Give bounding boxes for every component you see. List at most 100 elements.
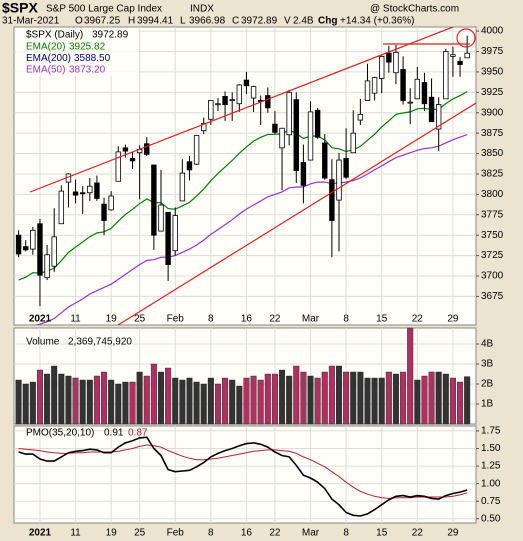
candle-body — [421, 82, 428, 105]
candle-body — [72, 191, 79, 196]
candle-body — [364, 80, 371, 101]
volume-bar — [36, 369, 43, 425]
volume-bar — [307, 375, 314, 425]
y-tick-label: 3875 — [481, 128, 504, 139]
lower-channel — [117, 102, 476, 325]
volume-bar — [207, 377, 214, 425]
highlight-circle — [456, 28, 476, 48]
volume-bar — [400, 371, 407, 425]
candles — [15, 35, 470, 307]
candle-body — [379, 55, 385, 79]
candle-body — [435, 104, 442, 130]
chg-label: Chg — [318, 16, 337, 27]
volume-bar — [464, 376, 471, 425]
volume-title: Volume — [26, 337, 60, 348]
volume-bar — [243, 377, 250, 425]
candle-body — [108, 195, 114, 211]
candle-body — [314, 109, 321, 138]
volume-bar — [65, 375, 72, 425]
candle-body — [23, 246, 29, 251]
candle-body — [428, 96, 435, 123]
candle-body — [208, 100, 214, 120]
x-tick-label: 15 — [376, 528, 388, 539]
candle-body — [386, 52, 392, 63]
y-tick-label: 1.00 — [481, 478, 501, 489]
volume-bar — [108, 379, 115, 425]
volume-bar — [364, 377, 371, 425]
volume-bar — [336, 365, 343, 425]
candle-body — [44, 254, 50, 279]
candle-body — [265, 95, 271, 109]
volume-bar — [293, 365, 300, 425]
c-label: C — [232, 16, 239, 27]
candle-body — [179, 172, 186, 202]
pmo-title: PMO(35,20,10) — [26, 428, 94, 439]
volume-bar — [442, 373, 449, 425]
volume-bar — [172, 377, 179, 425]
candle-body — [79, 192, 86, 195]
volume-bar — [414, 379, 421, 425]
x-tick-label: 2021 — [29, 528, 52, 539]
y-tick-label: 3925 — [481, 87, 504, 98]
candle-body — [293, 99, 299, 172]
date: 31-Mar-2021 — [2, 16, 60, 27]
candle-body — [400, 69, 406, 101]
volume-bar — [457, 381, 464, 425]
volume-bar — [122, 381, 129, 425]
volume-bar — [229, 379, 236, 425]
x-tick-label: Feb — [167, 528, 185, 539]
candle-body — [272, 123, 278, 133]
volume-bar — [200, 383, 207, 425]
volume-bar — [179, 379, 186, 425]
high-value: 3994.41 — [137, 16, 174, 27]
candle-body — [229, 99, 235, 102]
x-tick-label: 19 — [106, 528, 118, 539]
x-tick-label: Feb — [167, 314, 185, 325]
candle-body — [329, 179, 335, 221]
candle-body — [243, 79, 250, 87]
candle-body — [58, 190, 65, 225]
candle-body — [286, 91, 292, 136]
x-tick-label: 11 — [70, 528, 81, 539]
candle-body — [450, 54, 456, 57]
volume-bar — [286, 375, 293, 425]
x-tick-label: 29 — [447, 528, 459, 539]
candle-body — [414, 78, 421, 100]
candle-body — [279, 127, 285, 149]
candle-body — [343, 158, 349, 178]
volume-bar — [321, 371, 328, 425]
v-label: V — [284, 16, 291, 27]
y-tick-label: 3850 — [481, 148, 504, 159]
x-tick-label: 22 — [269, 528, 281, 539]
volume-bar — [115, 383, 122, 425]
y-tick-label: 2B — [481, 379, 494, 390]
candle-body — [193, 135, 200, 165]
annotations — [29, 27, 476, 325]
exchange: INDX — [190, 4, 214, 15]
candle-body — [407, 101, 413, 104]
l-label: L — [180, 16, 186, 27]
legend-value: 3588.50 — [74, 53, 111, 64]
volume-bar — [51, 365, 58, 425]
open-value: 3967.25 — [84, 16, 121, 27]
x-tick-label: 8 — [208, 314, 214, 325]
y-tick-label: 1B — [481, 399, 494, 410]
x-tick-label: 29 — [447, 314, 459, 325]
volume-bar — [22, 383, 29, 425]
x-tick-label: 8 — [343, 314, 349, 325]
close-value: 3972.89 — [241, 16, 278, 27]
candle-body — [250, 86, 257, 99]
volume-bar — [129, 381, 136, 425]
candle-body — [300, 162, 307, 186]
volume-bar — [449, 377, 456, 425]
volume-bar — [428, 371, 435, 425]
x-tick-label: 25 — [134, 314, 146, 325]
candle-body — [87, 185, 93, 194]
volume-bar — [378, 377, 385, 425]
x-tick-label: 8 — [343, 528, 349, 539]
x-tick-label: 16 — [241, 314, 253, 325]
volume-bar — [29, 381, 36, 425]
volume-bar — [279, 369, 286, 425]
volume-bar — [371, 377, 378, 425]
